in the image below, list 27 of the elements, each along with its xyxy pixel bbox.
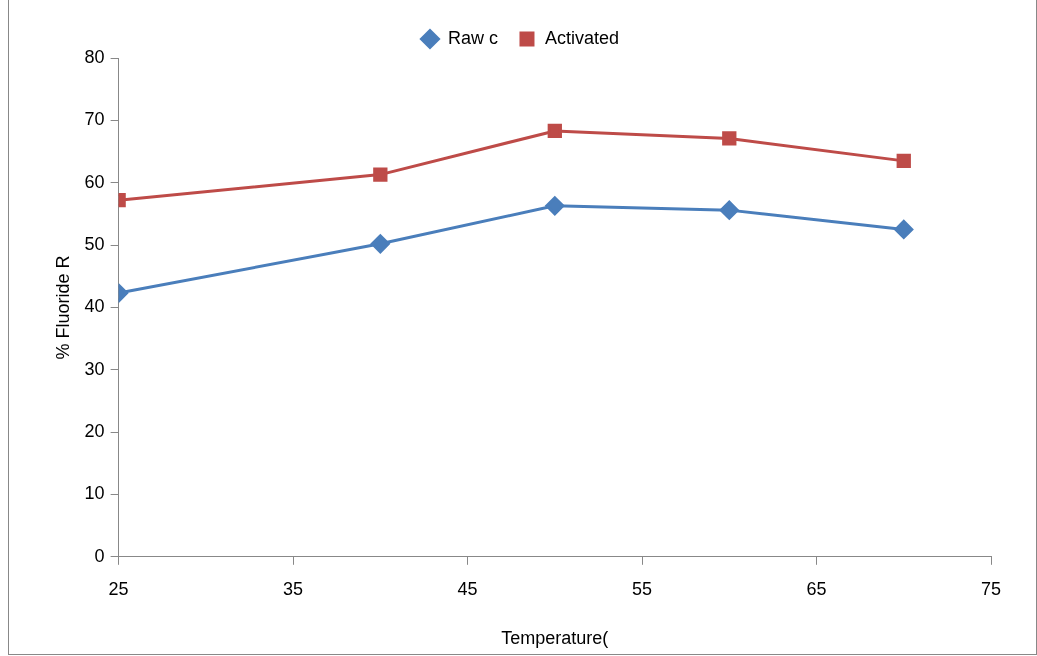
x-axis-title: Temperature( xyxy=(501,628,609,649)
y-tick-label: 40 xyxy=(84,296,105,317)
point xyxy=(373,167,388,182)
legend-label: Activated xyxy=(544,27,620,48)
point xyxy=(545,196,565,216)
x-tick-label: 65 xyxy=(806,578,827,599)
x-tick-label: 35 xyxy=(283,578,304,599)
point xyxy=(547,123,562,139)
x-tick-label: 55 xyxy=(632,578,653,599)
x-tick-label: 25 xyxy=(108,578,129,599)
y-tick-label: 60 xyxy=(84,171,105,192)
y-tick-label: 0 xyxy=(94,545,105,566)
point xyxy=(896,153,911,169)
x-tick-label: 45 xyxy=(457,578,478,599)
y-axis-title: % Fluoride R xyxy=(52,255,73,360)
y-tick-label: 10 xyxy=(84,483,105,504)
y-tick-label: 20 xyxy=(84,421,105,442)
point xyxy=(722,131,737,146)
y-tick-label: 50 xyxy=(84,234,105,255)
y-tick-label: 80 xyxy=(84,46,105,67)
point xyxy=(894,219,914,239)
legend-label: Raw c xyxy=(447,27,498,48)
point xyxy=(370,234,390,254)
point xyxy=(719,200,739,220)
y-tick-label: 70 xyxy=(84,109,105,130)
y-tick-label: 30 xyxy=(84,358,105,379)
x-tick-label: 75 xyxy=(980,578,1002,599)
